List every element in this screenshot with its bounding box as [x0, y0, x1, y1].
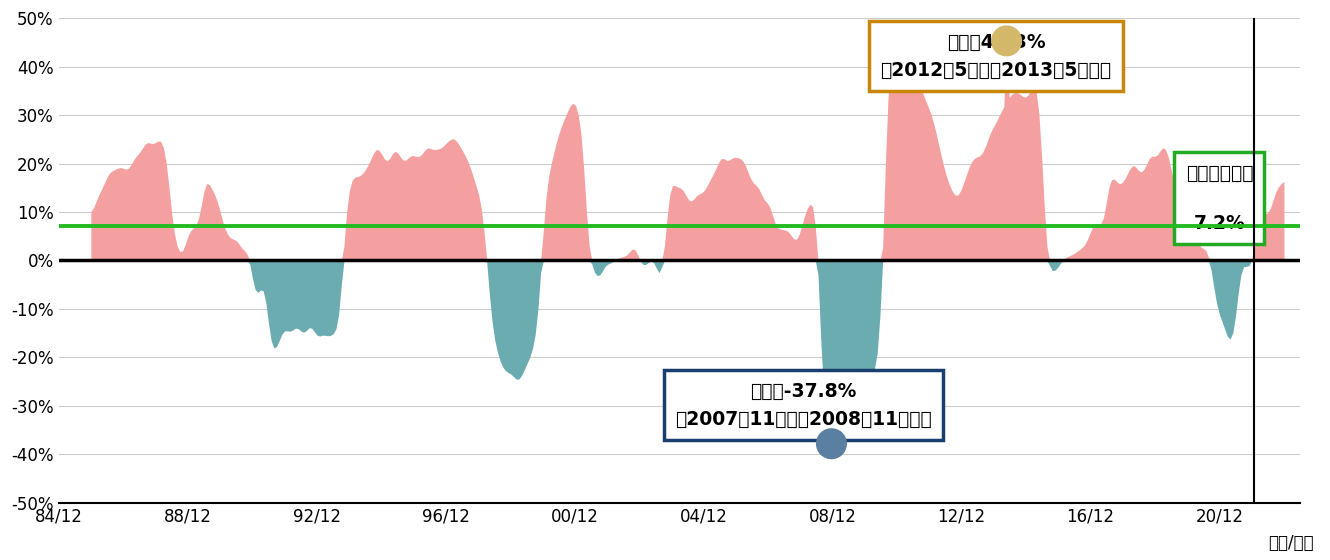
- Text: 最小値-37.8%
（2007年11月末～2008年11月末）: 最小値-37.8% （2007年11月末～2008年11月末）: [676, 382, 932, 428]
- Text: 最大値45.3%
（2012年5月末～2013年5月末）: 最大値45.3% （2012年5月末～2013年5月末）: [880, 32, 1112, 80]
- Text: （年/月）: （年/月）: [1267, 534, 1314, 552]
- Point: [821, 439, 842, 448]
- Point: [996, 36, 1017, 45]
- Text: 平均リターン

7.2%: 平均リターン 7.2%: [1185, 164, 1253, 232]
